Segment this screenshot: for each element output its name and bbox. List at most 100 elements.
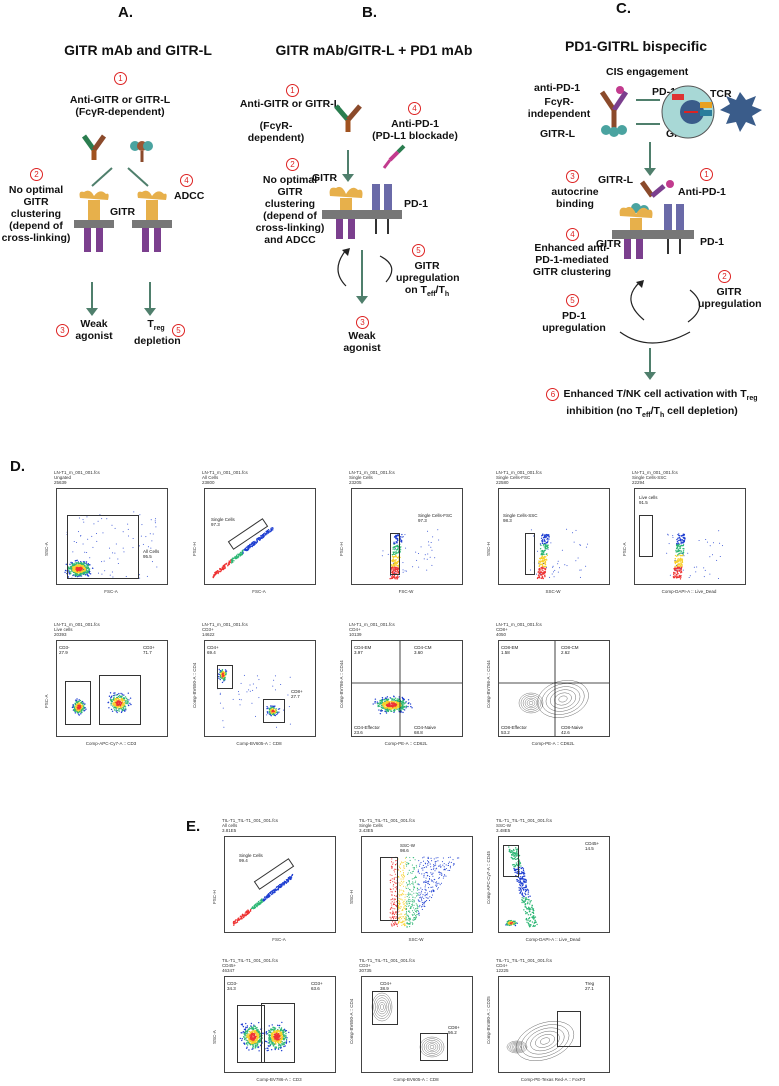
event-dot	[261, 534, 264, 536]
event-dot	[513, 920, 515, 923]
event-dot	[79, 573, 82, 576]
d-flow-plot: LN-T1_m_001_001.fcs CD8+ 4050 CD8-EM 1.58…	[484, 622, 614, 747]
d-flow-plot: LN-T1_m_001_001.fcs CD3+ 14622 CD4+ 69.4 C…	[190, 622, 320, 747]
event-dot	[398, 710, 400, 713]
event-dot	[541, 555, 544, 558]
event-dot	[70, 565, 72, 568]
event-dot	[431, 880, 433, 882]
event-dot	[393, 695, 395, 697]
event-dot	[415, 910, 417, 912]
event-dot	[672, 536, 674, 538]
event-dot	[548, 536, 550, 538]
event-dot	[403, 921, 405, 923]
d-flow-plot: LN-T1_m_001_001.fcs CD4+ 10139 CD4-EM 3.9…	[337, 622, 467, 747]
event-dot	[400, 916, 402, 918]
event-dot	[441, 861, 443, 863]
event-dot	[85, 566, 87, 569]
event-dot	[270, 527, 272, 530]
y-axis-label: SSC-H	[486, 541, 491, 556]
event-dot	[391, 699, 393, 701]
event-dot	[84, 569, 86, 572]
event-dot	[397, 566, 399, 568]
event-dot	[91, 535, 93, 537]
event-dot	[142, 543, 144, 545]
event-dot	[680, 563, 682, 566]
event-dot	[268, 894, 270, 897]
plot-area: Single Cells 99.4	[224, 836, 336, 933]
event-dot	[247, 909, 249, 911]
event-dot	[435, 864, 437, 866]
event-dot	[705, 538, 707, 540]
event-dot	[219, 671, 221, 674]
event-dot	[93, 523, 95, 525]
event-dot	[543, 565, 545, 567]
event-dot	[520, 890, 522, 893]
event-dot	[382, 702, 385, 704]
event-dot	[525, 912, 527, 915]
d-flow-plot: LN-T1_m_001_001.fcs Ungated 25639 All Cel…	[42, 470, 172, 595]
event-dot	[530, 913, 532, 916]
event-dot	[549, 576, 551, 578]
event-dot	[405, 705, 408, 707]
event-dot	[672, 535, 674, 537]
event-dot	[269, 530, 272, 533]
event-dot	[404, 909, 407, 911]
event-dot	[404, 916, 406, 918]
event-dot	[151, 561, 153, 563]
event-dot	[397, 564, 400, 567]
event-dot	[518, 880, 520, 882]
scatter-density	[381, 529, 440, 580]
event-dot	[244, 549, 246, 552]
event-dot	[78, 699, 80, 701]
event-dot	[391, 874, 393, 876]
event-dot	[445, 864, 447, 866]
event-dot	[524, 903, 527, 905]
panel-b-diagram	[322, 104, 406, 304]
event-dot	[406, 926, 408, 928]
event-dot	[251, 545, 253, 548]
event-dot	[243, 914, 245, 916]
event-dot	[416, 887, 418, 889]
event-dot	[127, 704, 130, 707]
plot-header: LN-T1_m_001_001.fcs Ungated 25639	[54, 470, 100, 485]
event-dot	[261, 535, 263, 538]
event-dot	[529, 920, 532, 922]
event-dot	[430, 857, 432, 859]
event-dot	[680, 572, 682, 574]
event-dot	[514, 920, 516, 923]
event-dot	[389, 708, 391, 710]
event-dot	[219, 570, 221, 573]
event-dot	[538, 563, 540, 565]
event-dot	[126, 698, 128, 701]
event-dot	[397, 875, 400, 878]
event-dot	[523, 897, 525, 899]
event-dot	[419, 900, 421, 902]
event-dot	[515, 868, 517, 871]
event-dot	[220, 673, 222, 675]
event-dot	[241, 551, 243, 553]
event-dot	[117, 695, 120, 698]
event-dot	[408, 918, 410, 920]
event-dot	[398, 891, 400, 893]
event-dot	[76, 705, 78, 707]
event-dot	[552, 565, 554, 567]
event-dot	[408, 923, 410, 925]
event-dot	[575, 529, 577, 531]
event-dot	[421, 902, 423, 904]
gate-label: Single Cells 97.3	[211, 517, 235, 527]
event-dot	[421, 890, 423, 892]
event-dot	[413, 917, 415, 919]
event-dot	[417, 913, 419, 915]
event-dot	[548, 538, 550, 540]
event-dot	[389, 709, 391, 711]
event-dot	[286, 881, 289, 883]
event-dot	[675, 549, 677, 552]
event-dot	[544, 535, 546, 537]
event-dot	[108, 707, 110, 709]
event-dot	[522, 869, 525, 872]
gate-label: CD3+ 71.7	[143, 645, 155, 655]
event-dot	[682, 540, 684, 542]
event-dot	[237, 555, 240, 558]
event-dot	[393, 541, 395, 543]
event-dot	[225, 672, 227, 674]
